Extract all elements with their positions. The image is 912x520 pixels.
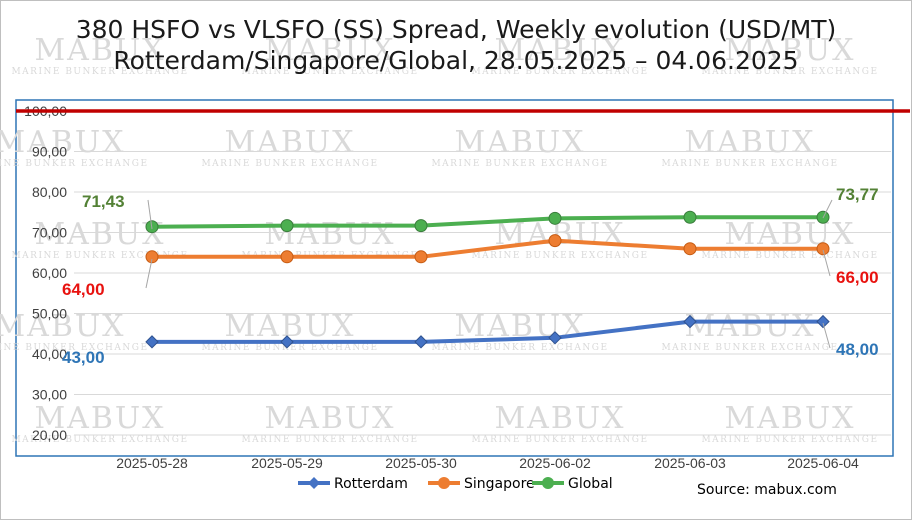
watermark-brand: MABUX	[494, 401, 625, 436]
watermark-tagline: MARINE BUNKER EXCHANGE	[471, 435, 648, 445]
data-point-singapore	[280, 250, 294, 264]
plot-area	[15, 99, 894, 457]
x-tick-label: 2025-06-04	[787, 455, 859, 471]
legend-marker-rotterdam	[308, 477, 320, 489]
series-line-rotterdam	[150, 319, 825, 344]
data-point-singapore	[816, 242, 830, 256]
watermark-tagline: MARINE BUNKER EXCHANGE	[201, 159, 378, 169]
watermark-brand: MABUX	[224, 125, 355, 160]
x-tick-label: 2025-05-28	[116, 455, 188, 471]
watermark-tagline: MARINE BUNKER EXCHANGE	[0, 159, 149, 169]
y-tick-label: 80,00	[32, 184, 67, 200]
watermark-brand: MABUX	[34, 401, 165, 436]
watermark-brand: MABUX	[0, 309, 126, 344]
legend-label-rotterdam: Rotterdam	[334, 476, 408, 492]
data-point-rotterdam	[683, 314, 697, 329]
data-label-first-global: 71,43	[82, 192, 125, 211]
leader-line	[822, 249, 831, 277]
data-point-rotterdam	[816, 314, 830, 329]
watermark-tagline: MARINE BUNKER EXCHANGE	[661, 159, 838, 169]
chart-title-line-2: Rotterdam/Singapore/Global, 28.05.2025 –…	[113, 46, 799, 75]
data-label-first-singapore: 64,00	[62, 280, 105, 299]
watermark-tagline: MARINE BUNKER EXCHANGE	[471, 251, 648, 261]
watermark-brand: MABUX	[34, 33, 165, 68]
watermark-tagline: MARINE BUNKER EXCHANGE	[201, 343, 378, 353]
watermark-brand: MABUX	[34, 217, 165, 252]
watermark-tagline: MARINE BUNKER EXCHANGE	[471, 67, 648, 77]
leader-line	[145, 258, 153, 289]
watermark-tagline: MARINE BUNKER EXCHANGE	[431, 343, 608, 353]
watermark-brand: MABUX	[724, 217, 855, 252]
data-point-global	[683, 210, 697, 224]
chart-title-line-1: 380 HSFO vs VLSFO (SS) Spread, Weekly ev…	[75, 15, 837, 44]
legend-label-global: Global	[568, 476, 613, 492]
y-tick-label: 60,00	[32, 265, 67, 281]
legend-marker-global	[542, 477, 554, 489]
y-tick-label: 70,00	[32, 225, 67, 241]
data-point-rotterdam	[280, 335, 294, 349]
source-note: Source: mabux.com	[697, 482, 837, 498]
data-point-global	[414, 219, 428, 233]
watermark-tagline: MARINE BUNKER EXCHANGE	[701, 67, 878, 77]
data-point-rotterdam	[145, 335, 159, 349]
data-point-rotterdam	[548, 331, 562, 345]
data-point-singapore	[145, 250, 159, 264]
y-tick-label: 40,00	[32, 346, 67, 362]
series-line-global	[150, 215, 825, 229]
watermark-brand: MABUX	[684, 309, 815, 344]
data-point-singapore	[548, 234, 562, 248]
data-point-singapore	[683, 242, 697, 256]
x-tick-label: 2025-05-29	[251, 455, 323, 471]
data-label-first-rotterdam: 43,00	[62, 348, 105, 367]
y-tick-label: 20,00	[32, 427, 67, 443]
y-tick-label: 50,00	[32, 306, 67, 322]
leader-line	[822, 322, 831, 349]
watermark-brand: MABUX	[0, 125, 126, 160]
data-point-singapore	[414, 250, 428, 264]
watermark-tagline: MARINE BUNKER EXCHANGE	[241, 435, 418, 445]
series-line-singapore	[150, 238, 825, 259]
chart-title: 380 HSFO vs VLSFO (SS) Spread, Weekly ev…	[0, 14, 912, 76]
leader-line	[147, 199, 153, 230]
x-tick-label: 2025-06-02	[519, 455, 591, 471]
watermark-brand: MABUX	[684, 125, 815, 160]
leader-line	[822, 199, 833, 219]
watermark-tagline: MARINE BUNKER EXCHANGE	[11, 251, 188, 261]
watermark-brand: MABUX	[724, 401, 855, 436]
legend-marker-singapore	[438, 477, 450, 489]
x-tick-label: 2025-05-30	[385, 455, 457, 471]
data-point-rotterdam	[414, 335, 428, 349]
watermark-tagline: MARINE BUNKER EXCHANGE	[11, 67, 188, 77]
watermark-brand: MABUX	[264, 33, 395, 68]
legend-label-singapore: Singapore	[464, 476, 535, 492]
data-label-last-global: 73,77	[836, 185, 879, 204]
watermark-tagline: MARINE BUNKER EXCHANGE	[11, 435, 188, 445]
data-label-last-rotterdam: 48,00	[836, 340, 879, 359]
y-tick-label: 30,00	[32, 387, 67, 403]
watermark-brand: MABUX	[724, 33, 855, 68]
data-point-global	[280, 219, 294, 233]
watermark-tagline: MARINE BUNKER EXCHANGE	[701, 251, 878, 261]
data-point-global	[548, 211, 562, 225]
watermark-tagline: MARINE BUNKER EXCHANGE	[661, 343, 838, 353]
watermark-tagline: MARINE BUNKER EXCHANGE	[241, 67, 418, 77]
watermark-brand: MABUX	[264, 401, 395, 436]
x-tick-label: 2025-06-03	[654, 455, 726, 471]
data-label-last-singapore: 66,00	[836, 268, 879, 287]
watermark-tagline: MARINE BUNKER EXCHANGE	[0, 343, 149, 353]
watermark-tagline: MARINE BUNKER EXCHANGE	[431, 159, 608, 169]
watermark-brand: MABUX	[454, 125, 585, 160]
y-tick-label: 90,00	[32, 144, 67, 160]
watermark-tagline: MARINE BUNKER EXCHANGE	[701, 435, 878, 445]
watermark-brand: MABUX	[494, 33, 625, 68]
